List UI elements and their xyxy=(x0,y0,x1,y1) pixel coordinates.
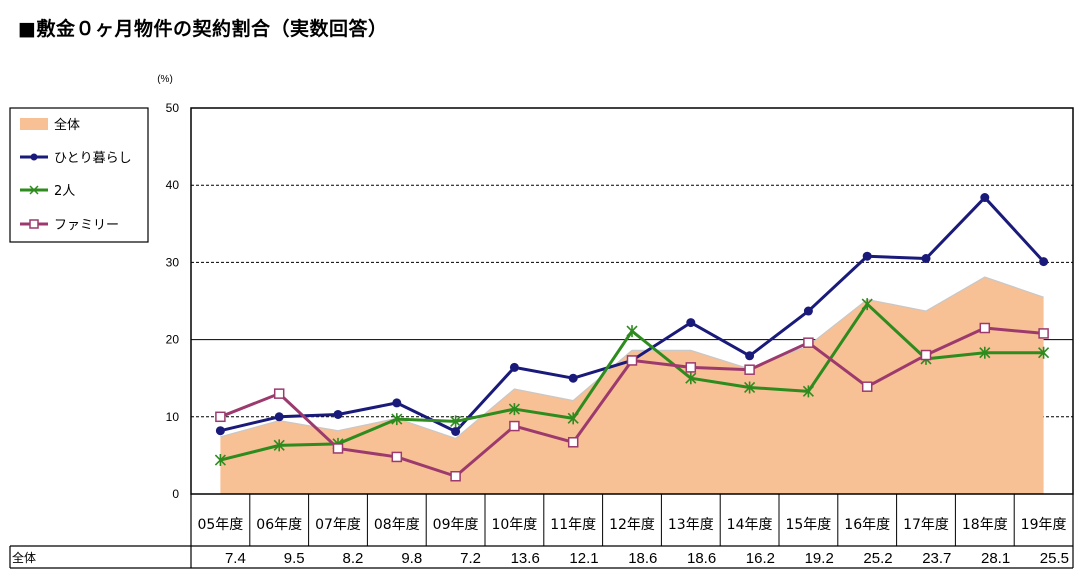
table-value: 12.1 xyxy=(569,550,598,567)
point-futari xyxy=(214,454,226,467)
y-tick-label: 20 xyxy=(166,333,180,347)
point-futari xyxy=(744,381,756,394)
y-unit-label: (%) xyxy=(157,74,173,85)
y-tick-label: 50 xyxy=(166,101,180,115)
table-value: 9.8 xyxy=(401,550,422,567)
plot-frame xyxy=(190,107,1074,495)
chart-title: ■敷金０ヶ月物件の契約割合（実数回答） xyxy=(18,18,388,40)
x-tick-label: 11年度 xyxy=(550,517,596,533)
point-hitori xyxy=(1039,257,1049,267)
table-value: 9.5 xyxy=(284,550,305,567)
point-hitori xyxy=(333,409,343,419)
point-family xyxy=(685,362,697,373)
x-tick-label: 14年度 xyxy=(727,517,773,533)
legend-label-futari: 2人 xyxy=(54,184,75,199)
point-family xyxy=(744,364,755,375)
y-tick-label: 10 xyxy=(166,410,180,424)
point-hitori xyxy=(686,318,696,328)
point-hitori xyxy=(215,426,225,436)
point-hitori xyxy=(745,351,755,361)
legend-marker-family xyxy=(29,219,39,229)
point-futari xyxy=(685,372,697,385)
legend-marker-hitori xyxy=(30,153,38,161)
legend-marker-futari xyxy=(29,185,39,195)
point-futari xyxy=(861,298,873,311)
table-value: 8.2 xyxy=(343,550,364,567)
point-family xyxy=(920,349,932,361)
x-tick-label: 12年度 xyxy=(609,517,655,533)
point-family xyxy=(861,381,873,392)
table-value: 19.2 xyxy=(805,550,834,567)
point-family xyxy=(450,470,461,482)
point-family xyxy=(215,411,226,423)
x-tick-label: 15年度 xyxy=(785,517,831,533)
point-futari xyxy=(273,439,285,452)
point-hitori xyxy=(980,193,990,203)
x-tick-label: 19年度 xyxy=(1021,517,1067,533)
table-value: 13.6 xyxy=(511,550,540,567)
area-series-zentai xyxy=(220,277,1044,494)
legend-label-family: ファミリー xyxy=(54,218,119,233)
point-futari xyxy=(450,415,462,428)
x-tick-label: 10年度 xyxy=(491,517,537,533)
table-value: 16.2 xyxy=(746,550,775,567)
point-futari xyxy=(508,403,520,416)
table-row-label: 全体 xyxy=(12,550,36,565)
point-hitori xyxy=(803,306,813,316)
x-tick-label: 13年度 xyxy=(668,517,714,533)
point-family xyxy=(332,443,344,454)
area-series-outline xyxy=(220,276,1044,440)
table-value: 18.6 xyxy=(687,550,716,567)
point-family xyxy=(391,451,403,463)
point-hitori xyxy=(921,254,931,264)
point-family xyxy=(567,437,579,448)
y-tick-label: 30 xyxy=(166,255,180,269)
point-hitori xyxy=(509,362,519,372)
legend-swatch-zentai xyxy=(20,118,48,130)
y-tick-label: 0 xyxy=(172,487,179,501)
table-value: 18.6 xyxy=(628,550,657,567)
table-value: 23.7 xyxy=(922,550,951,567)
point-hitori xyxy=(862,251,872,261)
point-hitori xyxy=(392,398,402,408)
point-family xyxy=(509,420,520,432)
point-family xyxy=(803,337,814,348)
x-tick-label: 08年度 xyxy=(374,517,420,533)
point-hitori xyxy=(451,426,461,436)
table-value: 25.5 xyxy=(1040,550,1069,567)
point-hitori xyxy=(568,373,578,383)
legend-label-hitori: ひとり暮らし xyxy=(54,151,132,166)
y-tick-label: 40 xyxy=(166,178,180,192)
point-family xyxy=(273,388,285,399)
table-value: 7.2 xyxy=(460,550,481,567)
x-tick-label: 16年度 xyxy=(844,517,890,533)
x-tick-label: 17年度 xyxy=(903,517,949,533)
x-tick-label: 18年度 xyxy=(962,517,1008,533)
point-futari xyxy=(802,385,814,398)
legend-label-zentai: 全体 xyxy=(54,117,80,133)
point-family xyxy=(979,322,991,334)
point-family xyxy=(1038,328,1049,339)
point-futari xyxy=(979,346,991,359)
point-futari xyxy=(626,325,638,338)
point-futari xyxy=(567,412,579,425)
x-tick-label: 06年度 xyxy=(256,517,302,533)
x-tick-label: 09年度 xyxy=(433,517,479,533)
point-family xyxy=(626,355,638,366)
point-hitori xyxy=(274,412,284,422)
point-futari xyxy=(1038,346,1050,359)
x-tick-label: 05年度 xyxy=(197,517,243,533)
table-value: 25.2 xyxy=(863,550,892,567)
point-futari xyxy=(391,413,403,426)
x-tick-label: 07年度 xyxy=(315,517,361,533)
table-value: 28.1 xyxy=(981,550,1010,567)
table-value: 7.4 xyxy=(225,550,246,567)
